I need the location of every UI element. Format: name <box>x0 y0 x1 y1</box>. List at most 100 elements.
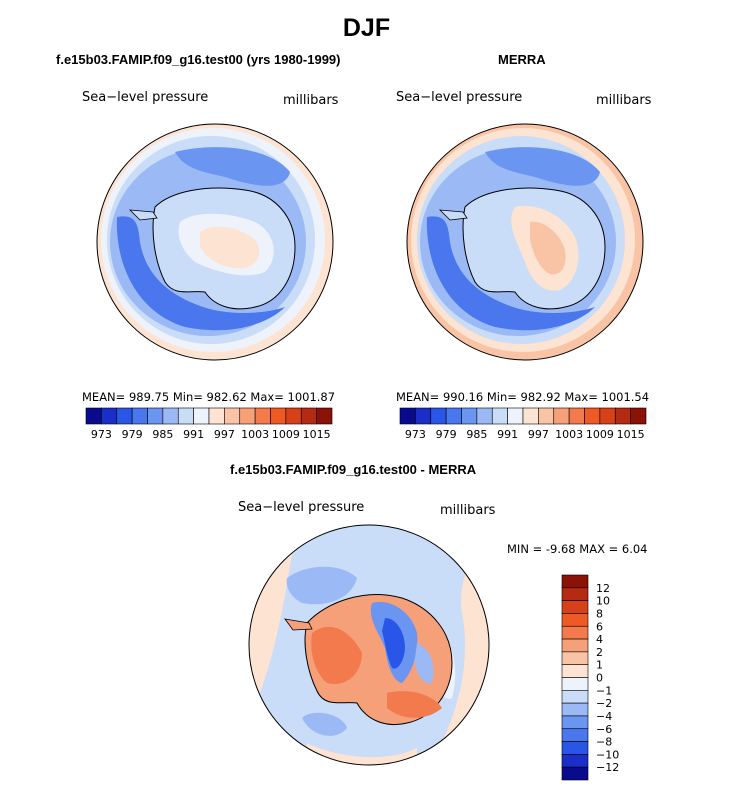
colorbar-box <box>399 407 416 425</box>
diff-colorbar-box <box>561 728 589 742</box>
colorbar-box <box>162 407 179 425</box>
colorbar-box <box>300 407 317 425</box>
diff-colorbar-label: 6 <box>596 620 603 633</box>
colorbar-box <box>553 407 570 425</box>
colorbar-box <box>239 407 256 425</box>
colorbar-tick-label: 1003 <box>241 428 269 441</box>
colorbar-box <box>491 407 508 425</box>
panel2-map <box>406 123 644 361</box>
diff-colorbar-label: −6 <box>596 723 612 736</box>
diff-colorbar-label: 1 <box>596 659 603 672</box>
diff-colorbar-label: −4 <box>596 710 612 723</box>
diff-colorbar-label: −10 <box>596 748 619 761</box>
panel2-low-west <box>426 216 595 331</box>
colorbar-tick-label: 1009 <box>586 428 614 441</box>
colorbar-box <box>116 407 133 425</box>
diff-units-label: millibars <box>440 503 496 518</box>
diff-colorbar-box <box>561 651 589 665</box>
diff-colorbar-box <box>561 587 589 601</box>
diff-colorbar-box <box>561 741 589 755</box>
diff-antarctica <box>304 594 453 726</box>
colorbar-tick-label: 973 <box>91 428 112 441</box>
colorbar-tick-label: 985 <box>152 428 173 441</box>
diff-colorbar-label: 10 <box>596 595 610 608</box>
colorbar-box <box>254 407 271 425</box>
colorbar-tick-label: 1009 <box>272 428 300 441</box>
diff-colorbar-box <box>561 677 589 691</box>
diff-colorbar-box <box>561 574 589 589</box>
diff-colorbar-box <box>561 702 589 717</box>
diff-title: f.e15b03.FAMIP.f09_g16.test00 - MERRA <box>230 462 477 477</box>
colorbar-box <box>630 407 647 425</box>
panel1-high <box>200 226 260 269</box>
diff-colorbar-label: −8 <box>596 736 612 749</box>
diff-colorbar-box <box>561 638 589 653</box>
panel1-map-border <box>96 123 334 361</box>
diff-peninsula <box>284 618 313 631</box>
diff-colorbar-label: 0 <box>596 672 603 685</box>
colorbar-box <box>147 407 164 425</box>
colorbar-tick-label: 973 <box>405 428 426 441</box>
diff-colorbar-box <box>561 754 589 768</box>
colorbar-tick-label: 1015 <box>303 428 331 441</box>
diff-colorbar-label: 4 <box>596 633 603 646</box>
panel2-field <box>407 124 643 360</box>
colorbar-box <box>177 407 194 425</box>
diff-field <box>249 525 489 765</box>
panel2-peninsula <box>438 209 468 221</box>
panel2-map-border <box>406 123 644 361</box>
diff-cool-north <box>286 566 357 605</box>
panel1-stats: MEAN= 989.75 Min= 982.62 Max= 1001.87 <box>82 390 336 404</box>
figure-title: DJF <box>342 14 391 42</box>
diff-warm-patch-west <box>311 626 362 684</box>
panel2-variable-label: Sea−level pressure <box>396 90 523 105</box>
colorbar-box <box>131 407 148 425</box>
colorbar-box <box>599 407 616 425</box>
diff-colorbar-box <box>561 664 589 678</box>
diff-colorbar-box <box>561 600 589 614</box>
colorbar-box <box>101 407 118 425</box>
diff-colorbar-label: −2 <box>596 697 612 710</box>
diff-variable-label: Sea−level pressure <box>238 500 365 515</box>
colorbar-box <box>85 407 102 425</box>
colorbar-box <box>507 407 524 425</box>
colorbar-box <box>538 407 555 425</box>
diff-colorbar-label: 2 <box>596 646 603 659</box>
diff-cool-core <box>382 618 405 669</box>
colorbar-tick-label: 985 <box>466 428 487 441</box>
colorbar-box <box>208 407 225 425</box>
colorbar-box <box>430 407 447 425</box>
colorbar-tick-label: 979 <box>436 428 457 441</box>
colorbar-box <box>445 407 462 425</box>
colorbar-tick-label: 1015 <box>617 428 645 441</box>
colorbar-box <box>270 407 287 425</box>
diff-warm-patch-south <box>387 691 442 718</box>
colorbar-tick-label: 1003 <box>555 428 583 441</box>
colorbar-tick-label: 991 <box>497 428 518 441</box>
diff-colorbar-box <box>561 625 589 640</box>
colorbar-box <box>568 407 585 425</box>
colorbar-box <box>522 407 539 425</box>
diff-map <box>248 524 490 766</box>
panel1-units-label: millibars <box>283 93 339 108</box>
diff-colorbar-label: 8 <box>596 607 603 620</box>
panel1-map <box>96 123 334 361</box>
diff-cool-south <box>302 712 347 736</box>
colorbar-box <box>415 407 432 425</box>
colorbar-tick-label: 997 <box>528 428 549 441</box>
diff-colorbar-box <box>561 690 589 704</box>
panel1-peninsula <box>128 209 158 221</box>
diff-minmax: MIN = -9.68 MAX = 6.04 <box>507 542 648 556</box>
colorbar-tick-label: 991 <box>183 428 204 441</box>
panel2-stats: MEAN= 990.16 Min= 982.92 Max= 1001.54 <box>396 390 650 404</box>
panel2-units-label: millibars <box>596 93 652 108</box>
diff-colorbar-label: −1 <box>596 684 612 697</box>
colorbar-box <box>461 407 478 425</box>
colorbar-box <box>224 407 241 425</box>
panel2-low-north <box>485 147 600 186</box>
panel2-colorbar: 973 979 985 991 997 1003 1009 1015 <box>399 407 647 441</box>
panel2-high <box>530 221 566 275</box>
diff-colorbar-box <box>561 766 589 781</box>
colorbar-box <box>285 407 302 425</box>
panel1-field <box>97 124 333 360</box>
